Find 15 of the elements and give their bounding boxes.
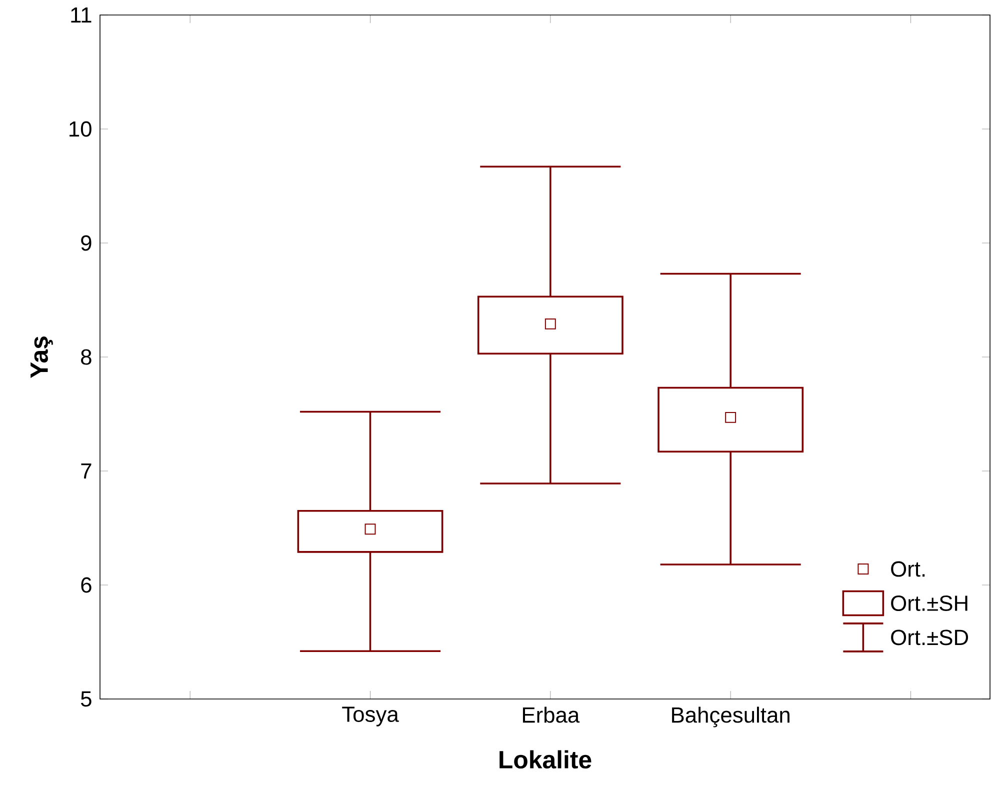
x-tick-label: Erbaa (522, 706, 580, 723)
x-axis-title: Lokalite (500, 750, 592, 769)
y-tick-label: 9 (81, 235, 92, 251)
x-tick-label: Bahçesultan (672, 706, 790, 728)
text: Ort. (891, 561, 925, 577)
y-tick-label: 11 (71, 7, 92, 23)
text: Ort.±SD (891, 630, 968, 646)
y-tick-label: 7 (81, 463, 92, 479)
text: Ort.±SH (891, 596, 968, 612)
y-tick-label: 5 (80, 691, 92, 707)
y-tick-label: 6 (81, 577, 92, 593)
y-tick-label: 8 (81, 349, 92, 365)
y-axis-title: Yaş (30, 336, 53, 378)
y-tick-label: 10 (70, 121, 92, 137)
x-tick-label: Tosya (342, 706, 399, 726)
